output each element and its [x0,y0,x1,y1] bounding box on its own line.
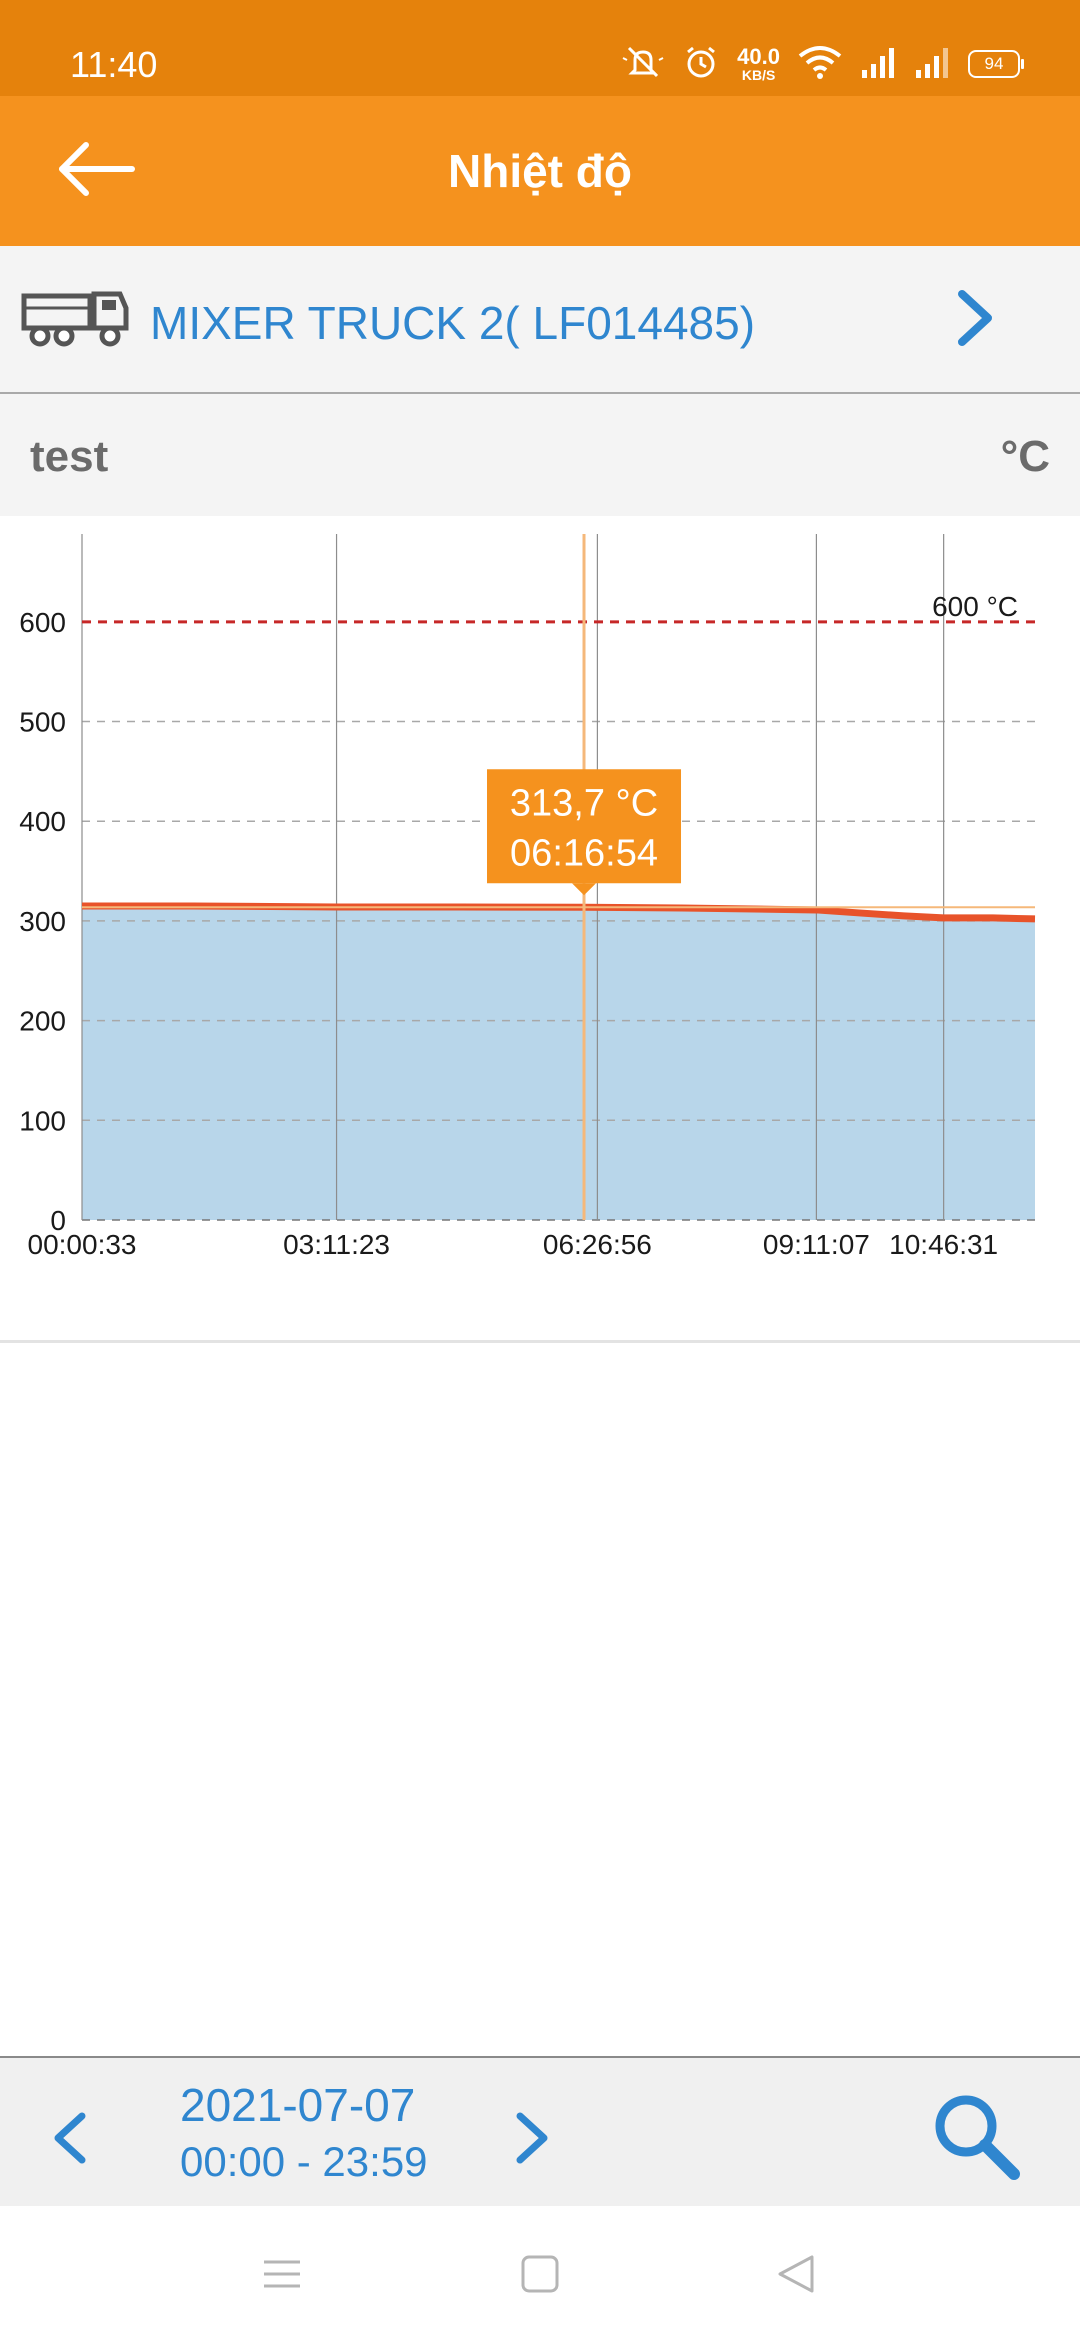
menu-icon[interactable] [262,2254,302,2299]
time-range: 00:00 - 23:59 [180,2138,428,2185]
app-bar: Nhiệt độ [0,96,1080,246]
alarm-icon [683,44,719,85]
net-speed: 40.0 KB/S [737,44,780,83]
x-tick-label: 10:46:31 [889,1229,998,1260]
prev-day-button[interactable] [48,2108,92,2173]
vehicle-name: MIXER TRUCK 2( LF014485) [150,297,756,349]
search-icon [935,2095,1020,2180]
y-tick-label: 300 [19,906,66,937]
x-tick-label: 03:11:23 [283,1229,390,1260]
tooltip-time: 06:16:54 [510,832,658,874]
chevron-right-icon [516,2112,548,2164]
back-arrow-icon [59,142,135,196]
temperature-chart[interactable]: 600 °C 0 100 200 300 400 500 600 00:00:33 03:11:2… [0,516,1080,1340]
tooltip-value: 313,7 °C [510,782,658,824]
signal-icon [860,44,896,85]
battery-icon: 94 [968,50,1024,78]
search-button[interactable] [928,2088,1024,2189]
tooltip-pointer [572,883,597,896]
wifi-icon [798,44,842,85]
status-time: 11:40 [70,44,158,85]
y-tick-label: 0 [50,1205,66,1236]
status-bar: 11:40 40.0 KB/S [0,0,1080,96]
date-navigation-bar: 2021-07-07 00:00 - 23:59 [0,2056,1080,2206]
sensor-unit: °C [1000,432,1050,481]
system-nav-bar [0,2206,1080,2340]
page-title: Nhiệt độ [448,145,632,197]
mute-icon [621,44,665,85]
divider [0,1340,1080,1343]
chevron-left-icon [54,2112,86,2164]
date-picker[interactable]: 2021-07-07 00:00 - 23:59 [180,2076,428,2190]
chart-area-fill [82,905,1035,1220]
y-tick-label: 100 [19,1105,66,1136]
x-tick-label: 09:11:07 [763,1229,870,1260]
x-tick-label: 06:26:56 [543,1229,652,1260]
net-speed-unit: KB/S [741,67,776,83]
sensor-name: test [30,432,109,481]
threshold-label: 600 °C [932,591,1018,622]
selected-date: 2021-07-07 [180,2079,416,2131]
y-tick-label: 600 [19,607,66,638]
chevron-right-icon[interactable] [950,288,1000,353]
back-icon[interactable] [776,2254,816,2299]
sensor-header: test °C [0,394,1080,516]
truck-icon [20,284,130,355]
y-tick-label: 400 [19,806,66,837]
temperature-chart-svg: 600 °C 0 100 200 300 400 500 600 00:00:33 03:11:2… [19,534,1036,1260]
y-tick-label: 200 [19,1006,66,1037]
net-speed-value: 40.0 [737,44,780,69]
home-icon[interactable] [520,2254,560,2299]
next-day-button[interactable] [510,2108,554,2173]
back-button[interactable] [56,134,136,204]
x-tick-label: 00:00:33 [28,1229,137,1260]
tooltip-box [487,769,682,884]
y-tick-label: 500 [19,707,66,738]
vehicle-selector[interactable]: MIXER TRUCK 2( LF014485) [0,246,1080,394]
signal-icon [914,44,950,85]
status-icons: 40.0 KB/S [621,44,1024,85]
